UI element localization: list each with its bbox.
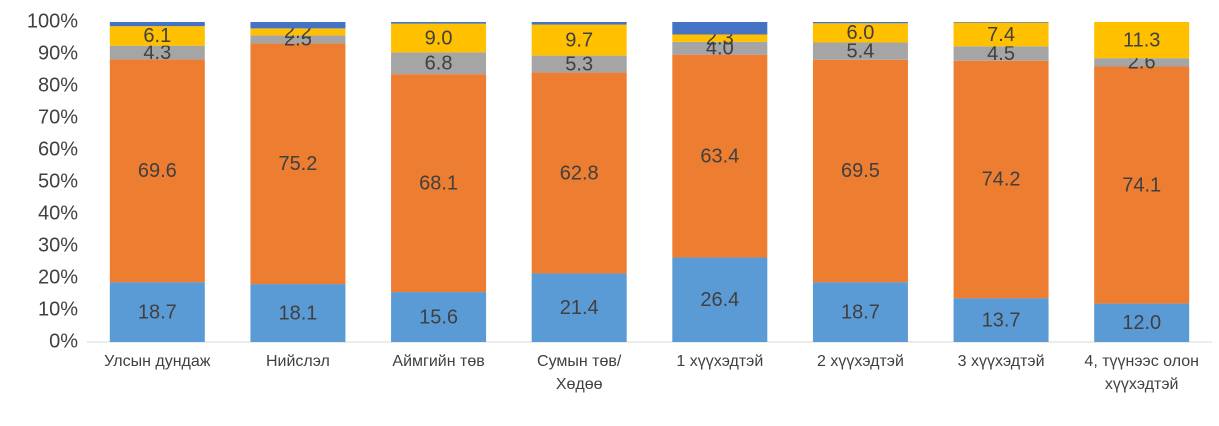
bar-segment <box>953 22 1049 23</box>
bar-segment <box>1094 22 1190 59</box>
bar-segment <box>531 55 627 73</box>
bar-segment <box>391 52 487 75</box>
data-label: 6.1 <box>143 25 171 47</box>
bar-segment <box>391 22 487 24</box>
bar-segment <box>953 60 1049 299</box>
y-tick-label: 100% <box>27 10 78 32</box>
x-tick-label: 3 хүүхэдтэй <box>957 353 1045 370</box>
data-label: 13.7 <box>982 309 1021 331</box>
x-tick-label: 2 хүүхэдтэй <box>816 353 904 370</box>
bar-segment <box>391 74 487 293</box>
x-tick-label: Нийслэл <box>265 353 330 370</box>
bar-segment <box>109 26 205 46</box>
bar-segment <box>672 257 768 342</box>
bar-segment <box>391 292 487 342</box>
data-label: 4.3 <box>143 42 171 64</box>
bar-segment <box>1094 303 1190 342</box>
bar-segment <box>953 298 1049 342</box>
data-label: 69.6 <box>138 160 177 182</box>
x-tick-label: 4, түүнээс олон хүүхэдтэй <box>1084 353 1199 393</box>
bar-segment <box>1094 66 1190 304</box>
data-label: 6.0 <box>847 22 875 44</box>
bar-segment <box>812 23 908 43</box>
bar-segment <box>531 273 627 342</box>
data-label: 6.8 <box>425 53 453 75</box>
bar-segment <box>109 22 205 27</box>
bar-segment <box>391 23 487 53</box>
bar-segment <box>109 59 205 283</box>
bar-segment <box>672 34 768 42</box>
data-label: 9.7 <box>565 29 593 51</box>
bar-segment <box>109 282 205 342</box>
bar-segment <box>672 41 768 55</box>
y-tick-label: 60% <box>38 138 78 160</box>
data-label: 63.4 <box>700 145 739 167</box>
data-label: 21.4 <box>560 297 599 319</box>
y-tick-label: 70% <box>38 106 78 128</box>
y-tick-label: 50% <box>38 170 78 192</box>
data-label: 62.8 <box>560 162 599 184</box>
bar-segment <box>250 284 346 342</box>
data-label: 4.5 <box>987 43 1015 65</box>
bar-segment <box>531 24 627 56</box>
data-label: 26.4 <box>700 289 739 311</box>
x-tick-label: Аймгийн төв <box>392 353 485 370</box>
x-tick-label: 1 хүүхэдтэй <box>676 353 764 370</box>
bar-segment <box>250 28 346 36</box>
y-tick-label: 20% <box>38 266 78 288</box>
bar-segment <box>531 22 627 25</box>
y-tick-label: 30% <box>38 234 78 256</box>
bar-segment <box>531 72 627 274</box>
y-tick-label: 0% <box>49 330 78 352</box>
data-label: 75.2 <box>278 153 317 175</box>
y-tick-label: 10% <box>38 298 78 320</box>
bar-segment <box>953 46 1049 61</box>
bar-segment <box>812 22 908 24</box>
x-tick-label: Улсын дундаж <box>104 353 211 370</box>
data-label: 5.3 <box>565 53 593 75</box>
data-label: 18.1 <box>278 302 317 324</box>
data-label: 74.1 <box>1122 174 1161 196</box>
data-label: 12.0 <box>1122 312 1161 334</box>
bar-segment <box>812 59 908 283</box>
bar-segment <box>109 45 205 60</box>
data-label: 11.3 <box>1123 29 1160 51</box>
y-tick-label: 80% <box>38 74 78 96</box>
data-label: 9.0 <box>425 27 453 49</box>
data-label: 4.0 <box>706 38 734 60</box>
data-label: 69.5 <box>841 160 880 182</box>
bar-segment <box>812 282 908 342</box>
data-label: 18.7 <box>138 301 177 323</box>
bar-segment <box>1094 58 1190 67</box>
bar-segment <box>812 42 908 60</box>
bar-segment <box>953 22 1049 47</box>
x-tick-label: Сумын төв/ Хөдөө <box>537 353 622 393</box>
data-label: 7.4 <box>987 24 1015 46</box>
bar-segment <box>250 22 346 29</box>
bar-segment <box>672 22 768 35</box>
bar-segment <box>250 35 346 44</box>
bar-segment <box>672 54 768 258</box>
y-tick-label: 40% <box>38 202 78 224</box>
data-label: 18.7 <box>841 301 880 323</box>
bar-segment <box>250 43 346 285</box>
data-label: 68.1 <box>419 172 458 194</box>
data-label: 15.6 <box>419 306 458 328</box>
data-label: 74.2 <box>982 169 1021 191</box>
y-tick-label: 90% <box>38 42 78 64</box>
data-label: 5.4 <box>847 40 875 62</box>
